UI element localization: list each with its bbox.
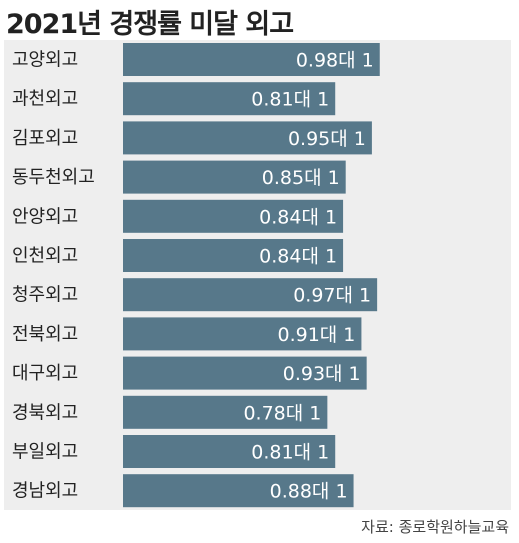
bar xyxy=(123,317,362,351)
source-note: 자료: 종로학원하늘교육 xyxy=(361,518,509,536)
value-label: 0.84대 1 xyxy=(259,246,337,268)
value-label: 0.93대 1 xyxy=(283,363,361,385)
bar-chart: 고양외고 0.98대 1 과천외고 0.81대 1 김포외고 0.95대 1 동두천외고 0.… xyxy=(12,43,380,508)
bar xyxy=(123,121,372,155)
category-label: 고양외고 xyxy=(12,50,78,71)
bar xyxy=(123,199,344,233)
category-label: 안양외고 xyxy=(12,206,78,227)
category-label: 김포외고 xyxy=(12,128,78,149)
category-label: 대구외고 xyxy=(12,363,78,384)
bar xyxy=(123,43,380,76)
value-label: 0.98대 1 xyxy=(296,50,374,72)
value-label: 0.91대 1 xyxy=(277,324,355,346)
bar xyxy=(123,278,378,312)
category-label: 경북외고 xyxy=(12,402,78,423)
bar xyxy=(123,160,346,194)
bar xyxy=(123,239,344,272)
bar xyxy=(123,474,354,508)
value-label: 0.88대 1 xyxy=(270,481,348,503)
value-label: 0.81대 1 xyxy=(251,442,329,464)
value-label: 0.97대 1 xyxy=(293,285,371,307)
value-label: 0.81대 1 xyxy=(251,89,329,111)
value-label: 0.84대 1 xyxy=(259,206,337,228)
category-label: 경남외고 xyxy=(12,481,78,502)
category-label: 청주외고 xyxy=(12,285,78,306)
category-label: 부일외고 xyxy=(12,442,78,463)
chart-title: 2021년 경쟁률 미달 외고 xyxy=(6,9,294,40)
bar xyxy=(123,395,328,429)
value-label: 0.78대 1 xyxy=(243,402,321,424)
chart-panel: 고양외고 0.98대 1 과천외고 0.81대 1 김포외고 0.95대 1 동두천외고 0.… xyxy=(4,40,511,510)
category-label: 인천외고 xyxy=(12,246,78,267)
bar xyxy=(123,435,336,468)
bar xyxy=(123,356,367,390)
category-label: 과천외고 xyxy=(12,89,78,110)
category-label: 동두천외고 xyxy=(12,167,95,188)
bar xyxy=(123,82,336,116)
value-label: 0.85대 1 xyxy=(262,167,340,189)
category-label: 전북외고 xyxy=(12,324,78,345)
value-label: 0.95대 1 xyxy=(288,128,366,150)
